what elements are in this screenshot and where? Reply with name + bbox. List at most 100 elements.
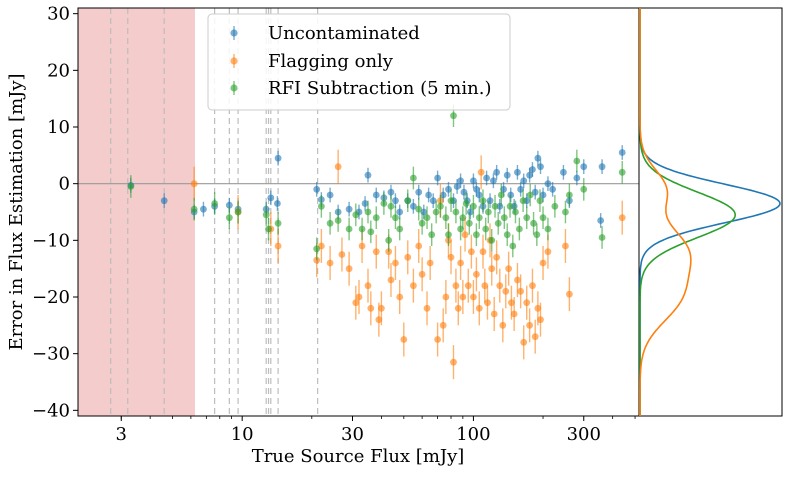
point-2-31 [442,214,450,222]
point-0-52 [514,168,521,176]
x-tick-label-10: 10 [231,424,254,445]
point-0-13 [326,191,334,199]
legend-entry-rfi-subtraction: RFI Subtraction (5 min.) [230,78,491,99]
point-0-18 [364,171,372,179]
point-1-22 [400,336,408,343]
point-2-59 [530,219,537,227]
point-1-27 [423,304,431,312]
point-2-37 [459,214,467,222]
point-0-58 [531,188,539,196]
point-2-5 [262,211,270,219]
x-tick-label-100: 100 [456,424,490,445]
point-2-50 [500,214,508,222]
point-1-6 [326,259,334,267]
point-2-70 [618,168,626,176]
point-2-8 [313,245,321,253]
point-2-65 [562,208,569,216]
point-2-33 [447,197,455,205]
point-0-11 [313,185,321,193]
point-1-45 [475,304,483,312]
series-2 [127,104,626,261]
point-1-36 [452,282,460,290]
point-1-67 [534,304,542,312]
point-0-31 [439,191,447,199]
point-1-7 [334,163,342,171]
point-1-44 [472,270,480,278]
point-1-58 [508,299,515,307]
point-2-51 [503,231,511,239]
point-1-15 [372,248,380,256]
point-0-30 [434,174,442,182]
point-1-54 [496,282,504,290]
point-1-29 [434,336,442,343]
point-0-56 [526,171,534,179]
point-0-69 [598,163,606,171]
y-tick-label--40: −40 [32,400,70,421]
point-2-29 [432,208,440,216]
side-curve-1 [639,8,737,416]
y-tick-label-0: 0 [59,174,70,195]
point-1-40 [461,231,469,239]
point-2-0 [127,183,135,190]
point-1-71 [562,242,569,250]
point-0-32 [445,185,452,193]
point-1-59 [510,310,518,318]
point-1-32 [442,293,450,301]
point-1-55 [499,321,507,329]
point-2-2 [211,200,219,207]
point-2-9 [317,202,325,210]
y-tick-label--30: −30 [32,344,70,365]
point-1-47 [479,248,487,256]
point-0-67 [580,163,588,171]
point-1-0 [190,180,198,188]
legend: Uncontaminated Flagging only RFI Subtrac… [207,13,511,111]
point-2-55 [515,225,523,233]
point-1-69 [539,259,547,267]
point-2-27 [423,214,431,222]
point-0-29 [429,197,437,205]
legend-label-rfi-subtraction: RFI Subtraction (5 min.) [268,78,491,99]
point-0-19 [372,191,380,199]
point-1-26 [418,270,426,278]
data-points [127,104,626,380]
point-0-35 [457,177,464,185]
point-0-34 [453,183,461,190]
point-2-10 [326,219,334,227]
point-1-51 [488,265,496,273]
point-0-63 [549,185,557,193]
x-axis-label: True Source Flux [mJy] [252,446,465,467]
point-2-7 [274,219,282,227]
point-2-45 [484,208,492,216]
point-1-56 [502,287,510,295]
point-1-70 [544,248,552,256]
point-1-39 [459,293,467,301]
point-1-21 [396,293,404,301]
point-2-24 [409,174,417,182]
point-1-57 [505,265,513,273]
point-2-3 [225,214,233,222]
point-2-66 [565,191,573,199]
point-1-41 [464,282,472,290]
point-1-53 [493,253,501,261]
point-0-21 [387,188,395,196]
point-1-60 [514,276,521,284]
point-1-8 [338,251,346,258]
point-2-54 [512,208,519,216]
point-1-19 [387,276,395,284]
point-1-65 [529,282,536,290]
point-1-38 [457,259,464,267]
point-2-20 [387,202,395,210]
y-tick-label-10: 10 [47,117,70,138]
point-2-49 [497,191,505,199]
point-1-17 [378,304,385,312]
point-2-64 [551,202,559,210]
point-2-28 [428,231,436,239]
point-2-68 [580,185,588,193]
y-axis-ticks: −40 −30 −20 −10 0 10 20 30 [32,4,78,421]
point-1-24 [409,282,417,290]
shaded-region [78,8,195,416]
point-1-64 [526,321,534,329]
point-2-42 [475,214,483,222]
point-2-44 [482,225,490,233]
point-2-11 [334,217,342,224]
